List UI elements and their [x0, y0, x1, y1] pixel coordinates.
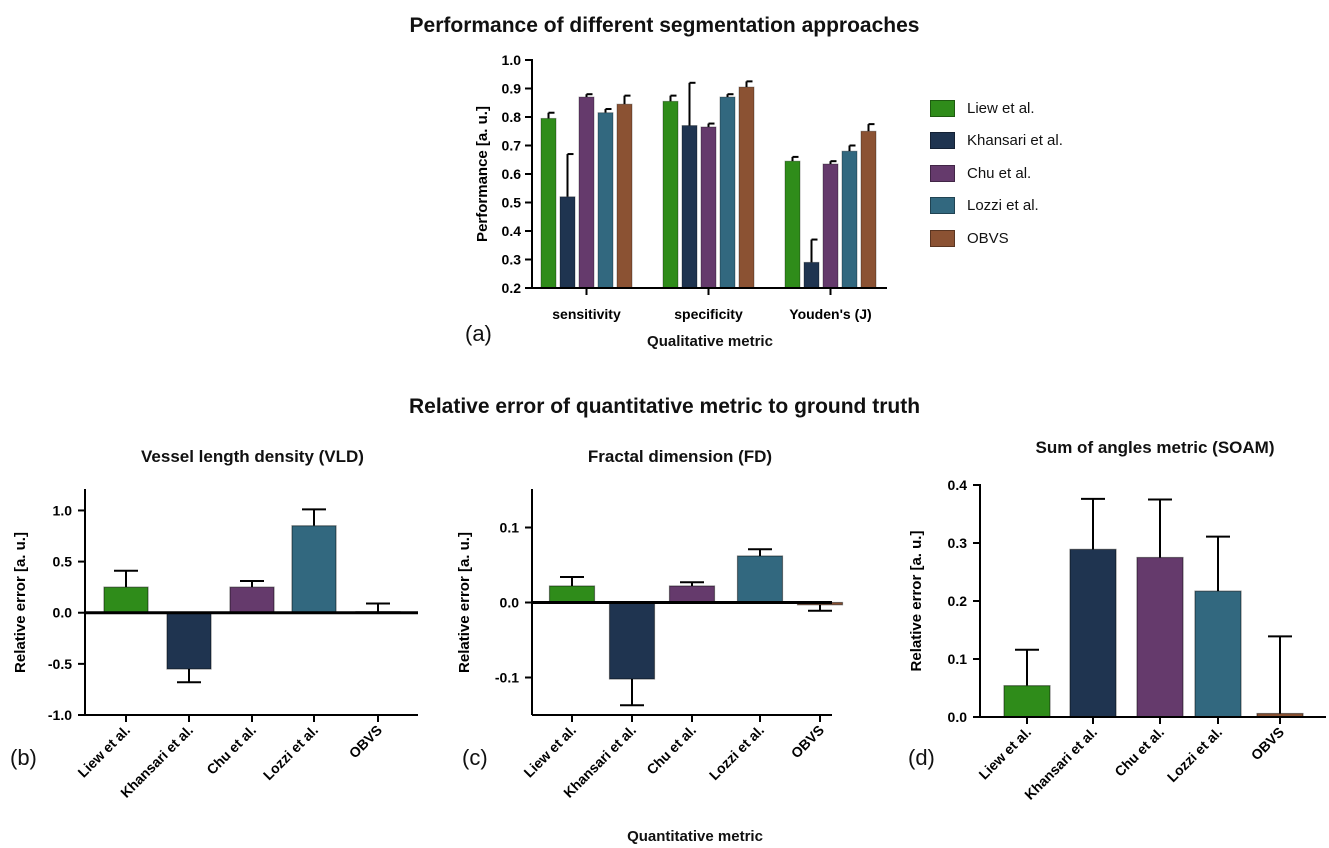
y-tick-label: 0.3 [948, 535, 968, 551]
x-tick-label: OBVS [1248, 724, 1287, 763]
y-tick-label: 1.0 [53, 502, 73, 518]
bar-sensitivity [540, 117, 557, 289]
y-tick-label: 0.2 [948, 593, 968, 609]
panel-letter-b: (b) [10, 745, 37, 770]
y-axis-label: Relative error [a. u.] [908, 531, 925, 672]
y-tick-label: 0.0 [500, 595, 520, 611]
bar-sensitivity [578, 96, 595, 289]
bar-liew [1003, 685, 1051, 718]
y-tick-label: 0.5 [53, 554, 73, 570]
x-tick-label: sensitivity [552, 306, 621, 322]
x-tick-label: Lozzi et al. [1164, 724, 1225, 785]
legend-item: Chu et al. [930, 157, 1063, 190]
bar-liew [548, 585, 596, 604]
bar-khansari [1069, 548, 1117, 718]
bar-youdens-j [822, 163, 839, 289]
bar-specificity [681, 125, 698, 289]
y-tick-label: 0.1 [948, 651, 968, 667]
bar-youdens-j [784, 160, 801, 289]
bar-sensitivity [597, 112, 614, 289]
panel-letter-c: (c) [462, 745, 488, 770]
bar-liew [103, 586, 149, 614]
bottom-figure-title: Relative error of quantitative metric to… [408, 395, 921, 418]
legend-swatch [930, 99, 955, 117]
legend-item: OBVS [930, 222, 1063, 255]
legend-label: Lozzi et al. [967, 197, 1039, 215]
y-axis-label: Performance [a. u.] [474, 106, 491, 242]
y-tick-label: 0.8 [502, 109, 522, 125]
legend: Liew et al. Khansari et al. Chu et al. L… [930, 92, 1063, 255]
bar-youdens-j [860, 130, 877, 289]
bar-youdens-j [803, 261, 820, 289]
x-tick-label: Liew et al. [975, 724, 1034, 783]
x-tick-label: Liew et al. [74, 722, 133, 781]
bar-chu [1136, 556, 1184, 718]
legend-swatch [930, 197, 955, 215]
y-tick-label: -0.1 [495, 670, 519, 686]
panel-letter-a: (a) [465, 321, 492, 346]
y-tick-label: 0.0 [53, 605, 73, 621]
y-tick-label: 0.5 [502, 195, 522, 211]
x-tick-label: Chu et al. [1111, 724, 1167, 780]
y-tick-label: 0.2 [502, 280, 522, 296]
bar-specificity [662, 100, 679, 289]
y-tick-label: 0.3 [502, 252, 522, 268]
top-figure-title: Performance of different segmentation ap… [409, 14, 920, 37]
legend-swatch [930, 164, 955, 182]
bar-khansari [608, 601, 656, 680]
chart-b-title: Vessel length density (VLD) [141, 447, 364, 466]
bar-sensitivity [559, 196, 576, 289]
chart-c-title: Fractal dimension (FD) [587, 447, 773, 466]
bar-specificity [738, 86, 755, 289]
y-axis-label: Relative error [a. u.] [12, 532, 29, 673]
legend-label: OBVS [967, 229, 1009, 247]
legend-item: Khansari et al. [930, 125, 1063, 158]
bottom-x-axis-label: Quantitative metric [627, 828, 763, 845]
x-tick-label: specificity [674, 306, 743, 322]
legend-label: Liew et al. [967, 99, 1035, 117]
x-tick-label: OBVS [788, 722, 827, 761]
x-tick-label: Youden's (J) [789, 306, 871, 322]
bar-lozzi [291, 525, 337, 614]
x-tick-label: Chu et al. [203, 722, 259, 778]
y-tick-label: 0.4 [502, 223, 522, 239]
x-tick-label: Lozzi et al. [706, 722, 767, 783]
bar-sensitivity [616, 103, 633, 289]
chart-a-x-axis-label: Qualitative metric [647, 333, 773, 350]
chart-a: 0.2 0.3 0.4 0.5 0.6 0.7 0.8 0.9 1.0 sensitivity sp… [474, 52, 887, 322]
bar-lozzi [1194, 590, 1242, 718]
y-tick-label: 1.0 [502, 52, 522, 68]
legend-swatch [930, 229, 955, 247]
y-tick-label: 0.1 [500, 520, 520, 536]
bar-lozzi [736, 555, 784, 604]
y-tick-label: 0.9 [502, 81, 522, 97]
legend-item: Lozzi et al. [930, 190, 1063, 223]
y-tick-label: 0.4 [948, 477, 968, 493]
bar-specificity [700, 126, 717, 289]
x-tick-label: Liew et al. [520, 722, 579, 781]
panel-letter-d: (d) [908, 745, 935, 770]
legend-label: Chu et al. [967, 164, 1032, 182]
legend-swatch [930, 132, 955, 150]
bar-specificity [719, 96, 736, 289]
y-tick-label: 0.7 [502, 138, 522, 154]
bar-chu [229, 586, 275, 614]
bar-chu [668, 585, 716, 604]
x-tick-label: Lozzi et al. [260, 722, 321, 783]
x-tick-label: OBVS [346, 722, 385, 761]
legend-label: Khansari et al. [967, 132, 1063, 150]
y-tick-label: -1.0 [48, 707, 72, 723]
y-tick-label: 0.0 [948, 709, 968, 725]
y-axis-label: Relative error [a. u.] [456, 532, 473, 673]
x-tick-label: Chu et al. [643, 722, 699, 778]
y-tick-label: -0.5 [48, 656, 72, 672]
bar-youdens-j [841, 150, 858, 289]
chart-d-title: Sum of angles metric (SOAM) [1035, 438, 1275, 457]
bar-khansari [166, 612, 212, 670]
legend-item: Liew et al. [930, 92, 1063, 125]
y-tick-label: 0.6 [502, 166, 522, 182]
